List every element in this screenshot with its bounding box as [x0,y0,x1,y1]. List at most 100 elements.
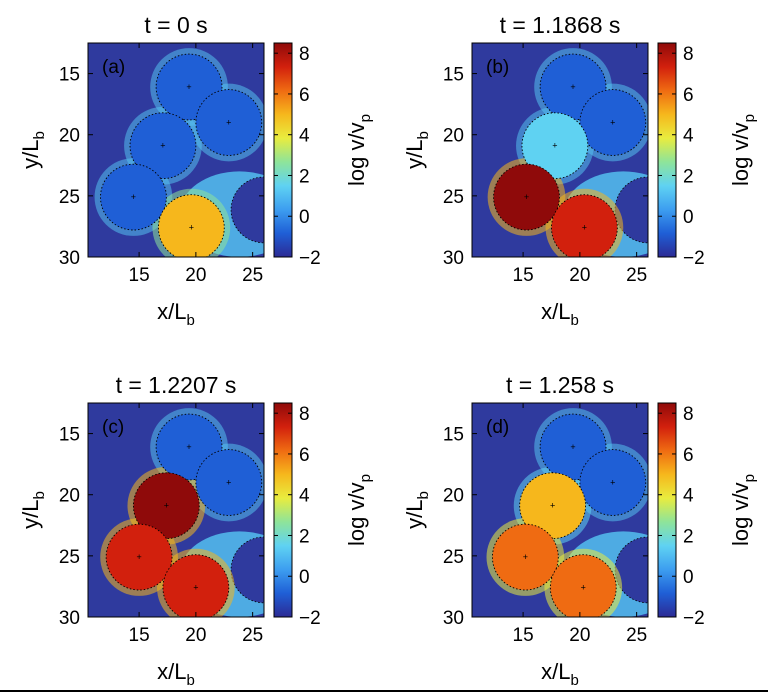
colorbar-label: log v/vp [344,474,374,546]
grain-center-mark: + [610,477,615,487]
heatmap-area: + + + + + [88,403,264,617]
colorbar-tick-label: −2 [683,248,705,269]
grain-center-mark: + [186,82,191,92]
panel-title: t = 1.1868 s [500,12,621,38]
grain-center-mark: + [226,477,231,487]
grain [491,523,559,591]
y-tick-label: 25 [443,187,464,208]
x-tick-label: 15 [513,625,534,646]
y-tick-label: 15 [443,65,464,86]
y-tick-label: 20 [59,126,80,147]
grain [157,194,225,257]
y-tick-label: 20 [59,486,80,507]
x-tick-label: 15 [129,265,150,286]
grain-center-mark: + [550,501,555,511]
y-axis-label: y/Lb [18,491,48,529]
colorbar-tick-label: 8 [299,404,310,425]
colorbar-tick-label: 4 [683,126,694,147]
colorbar-tick-label: −2 [299,248,321,269]
y-axis-label: y/Lb [402,131,432,169]
x-tick-label: 20 [185,625,206,646]
y-tick-label: 20 [443,126,464,147]
grain-center-mark: + [226,117,231,127]
plot-frame [87,42,265,258]
x-tick-label: 20 [569,265,590,286]
grain-center-mark: + [160,141,165,151]
x-tick-label: 15 [129,625,150,646]
panel-label: (b) [486,57,509,78]
colorbar-tick-label: 4 [683,486,694,507]
colorbar-tick-label: −2 [683,608,705,629]
grain-center-mark: + [189,223,194,233]
colorbar-tick-label: 8 [683,44,694,65]
y-tick-label: 30 [59,608,80,629]
heatmap-area: + + + + + [88,43,264,257]
grain-center-mark: + [570,82,575,92]
panel-b: +++++(b)t = 1.1868 s15 20 2515202530x/Lby/… [402,12,758,329]
x-axis-label: x/Lb [541,299,579,329]
colorbar-tick-label: 0 [683,207,694,228]
x-axis-label: x/Lb [157,299,195,329]
bottom-rule [0,690,768,692]
edge-grain [614,176,648,244]
x-tick-label: 15 [513,265,534,286]
y-tick-label: 30 [59,248,80,269]
x-axis-label: x/Lb [157,659,195,689]
colorbar-label: log v/vp [728,114,758,186]
colorbar: 8 6 4 2 0 −2 log v/vp [657,42,758,269]
panel-title: t = 1.2207 s [116,372,237,398]
grain-center-mark: + [582,223,587,233]
edge-grain [230,536,264,604]
x-tick-label: 25 [242,265,263,286]
colorbar-tick-label: 6 [683,445,694,466]
grain-center-mark: + [136,552,141,562]
grain-center-mark: + [581,583,586,593]
x-tick-label: 25 [626,625,647,646]
edge-grain [230,176,264,244]
colorbar-gradient [657,42,677,258]
panel-title: t = 0 s [144,12,207,38]
colorbar: 8 6 4 2 0 −2 log v/vp [273,42,374,269]
colorbar-label: log v/vp [728,474,758,546]
grain [521,112,589,180]
grain [129,112,197,180]
grain-center-mark: + [193,583,198,593]
colorbar-tick-label: 4 [299,126,310,147]
grain-center-mark: + [524,192,529,202]
y-tick-label: 25 [59,187,80,208]
y-tick-label: 25 [59,547,80,568]
y-tick-label: 15 [443,425,464,446]
heatmap-area: + + + + + [472,43,648,257]
y-tick-label: 20 [443,486,464,507]
panel-title: t = 1.258 s [506,372,614,398]
panel-c: +++++(c)t = 1.2207 s15 20 2515202530x/Lby/… [18,372,374,689]
plot-frame [87,402,265,618]
y-tick-label: 25 [443,547,464,568]
colorbar-gradient [273,42,293,258]
panel-label: (a) [102,57,125,78]
y-axis-label: y/Lb [402,491,432,529]
colorbar-tick-label: 8 [683,404,694,425]
colorbar-tick-label: 2 [683,526,694,547]
panel-a: +++++(a)t = 0 s15 20 2515202530x/Lby/Lb864… [18,12,374,329]
grain [551,194,618,257]
colorbar-tick-label: 0 [299,567,310,588]
colorbar: 8 6 4 2 0 −2 log v/vp [657,402,758,629]
grain [579,89,647,156]
grain [549,554,617,617]
grain [493,163,560,231]
colorbar-tick-label: 0 [683,567,694,588]
panel-d: +++++(d)t = 1.258 s15 20 2515202530x/Lby/L… [402,372,758,689]
grain-center-mark: + [610,117,615,127]
grain [162,554,230,617]
colorbar-tick-label: 2 [299,166,310,187]
y-tick-label: 30 [443,608,464,629]
edge-grain [614,536,648,604]
colorbar-tick-label: 6 [299,85,310,106]
colorbar-tick-label: 8 [299,44,310,65]
grain-center-mark: + [552,141,557,151]
plot-frame [471,42,649,258]
x-tick-label: 25 [242,625,263,646]
colorbar-tick-label: 0 [299,207,310,228]
panel-label: (c) [102,417,124,438]
